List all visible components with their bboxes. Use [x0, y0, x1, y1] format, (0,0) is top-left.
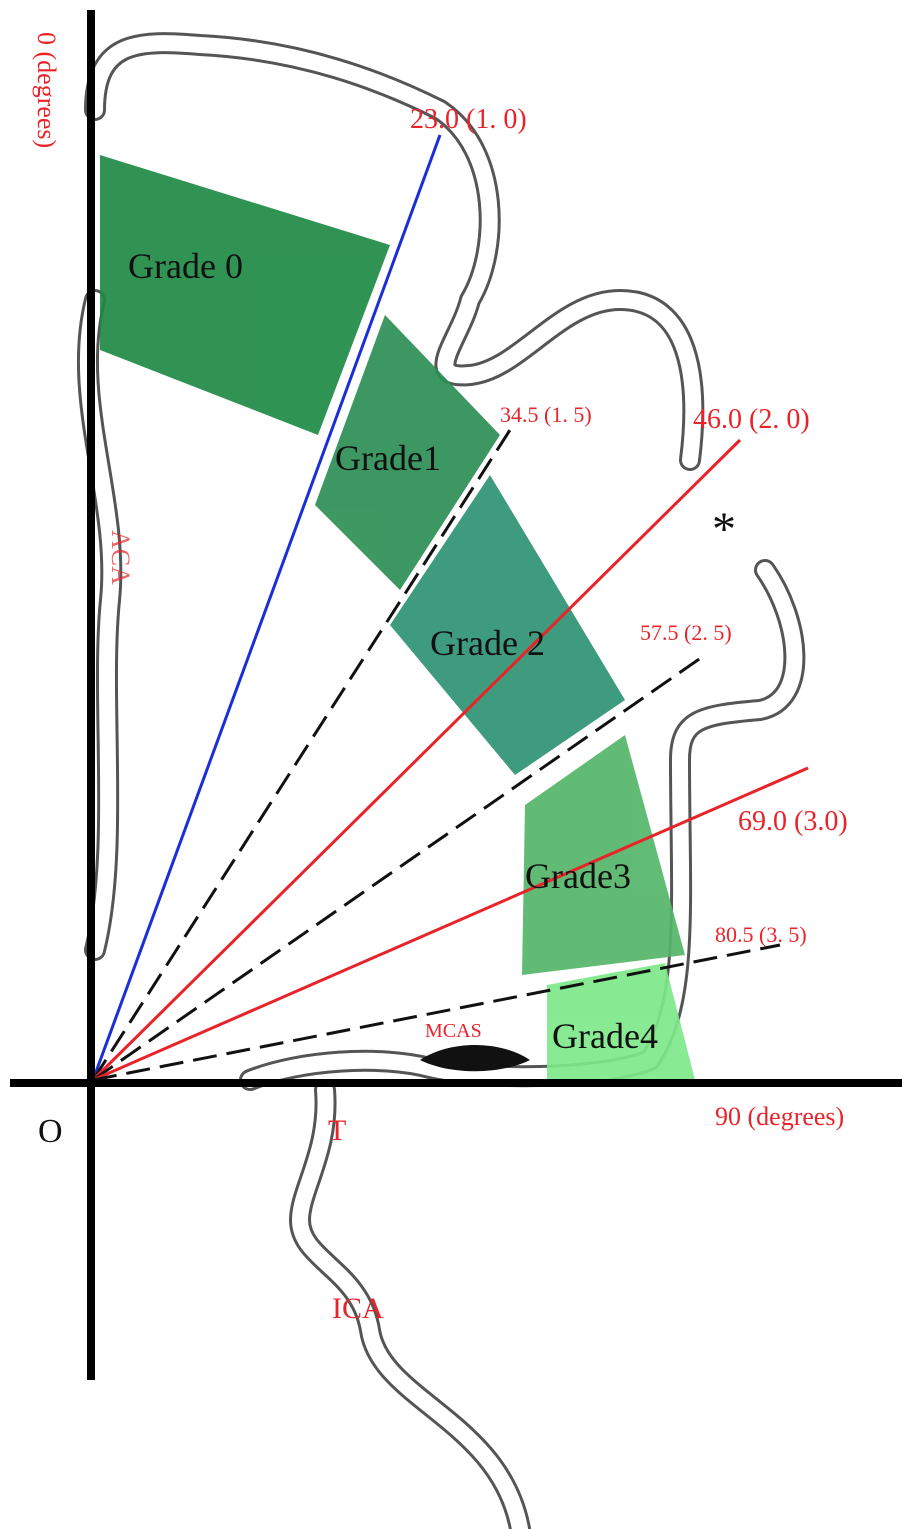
axes: [10, 10, 902, 1380]
aca-label: ACA: [106, 530, 135, 585]
t-label: T: [328, 1114, 346, 1147]
ray: [91, 429, 512, 1081]
ray-label: 69.0 (3.0): [738, 806, 848, 837]
mcas-mark: [420, 1045, 530, 1072]
grade-label: Grade1: [335, 438, 441, 478]
ray-label: 46.0 (2. 0): [693, 404, 810, 435]
ray: [92, 943, 781, 1082]
origin-label: O: [38, 1113, 63, 1150]
ica-vessel: [292, 1082, 528, 1529]
ray-label: 57.5 (2. 5): [640, 620, 732, 645]
ray-label: 23.0 (1. 0): [410, 104, 527, 135]
y-axis-label: 0 (degrees): [32, 32, 61, 148]
ray-label: 34.5 (1. 5): [500, 402, 592, 427]
grade-label: Grade 0: [128, 246, 243, 286]
x-axis-label: 90 (degrees): [715, 1102, 844, 1131]
mcas-label: MCAS: [425, 1020, 482, 1042]
ray: [92, 766, 809, 1082]
grade-label: Grade 2: [430, 623, 545, 663]
grade-label: Grade3: [525, 856, 631, 896]
grade-region: [390, 475, 625, 775]
ray: [92, 653, 706, 1082]
vessel-outline: [87, 35, 702, 468]
rays: [91, 134, 809, 1082]
ray-label: 80.5 (3. 5): [715, 922, 807, 947]
vessel-outline: [242, 562, 803, 1088]
ray: [91, 438, 742, 1082]
grade-regions: [100, 155, 695, 1080]
ray: [91, 134, 442, 1081]
marker: *: [712, 503, 736, 556]
grade-region: [522, 735, 685, 975]
grade-region: [100, 155, 390, 435]
grade-region: [315, 315, 500, 590]
grade-region: [547, 963, 695, 1080]
ica-label: ICA: [332, 1292, 384, 1325]
grade-label: Grade4: [552, 1016, 658, 1056]
